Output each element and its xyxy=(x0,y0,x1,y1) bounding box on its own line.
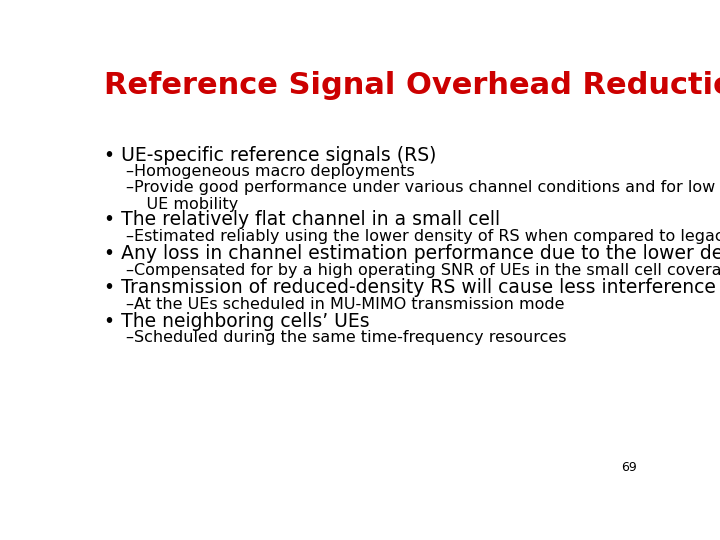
Text: • The relatively flat channel in a small cell: • The relatively flat channel in a small… xyxy=(104,211,500,229)
Text: • Any loss in channel estimation performance due to the lower density of RS: • Any loss in channel estimation perform… xyxy=(104,244,720,263)
Text: • Transmission of reduced-density RS will cause less interference: • Transmission of reduced-density RS wil… xyxy=(104,278,716,297)
Text: Reference Signal Overhead Reduction: Reference Signal Overhead Reduction xyxy=(104,71,720,100)
Text: –Scheduled during the same time-frequency resources: –Scheduled during the same time-frequenc… xyxy=(126,330,567,346)
Text: –Provide good performance under various channel conditions and for low and high
: –Provide good performance under various … xyxy=(126,179,720,212)
Text: –Compensated for by a high operating SNR of UEs in the small cell coverage: –Compensated for by a high operating SNR… xyxy=(126,262,720,278)
Text: –Homogeneous macro deployments: –Homogeneous macro deployments xyxy=(126,164,415,179)
Text: –Estimated reliably using the lower density of RS when compared to legacy RS: –Estimated reliably using the lower dens… xyxy=(126,229,720,244)
Text: • UE-specific reference signals (RS): • UE-specific reference signals (RS) xyxy=(104,146,436,165)
Text: 69: 69 xyxy=(621,462,636,475)
Text: • The neighboring cells’ UEs: • The neighboring cells’ UEs xyxy=(104,312,369,331)
Text: –At the UEs scheduled in MU-MIMO transmission mode: –At the UEs scheduled in MU-MIMO transmi… xyxy=(126,296,564,312)
